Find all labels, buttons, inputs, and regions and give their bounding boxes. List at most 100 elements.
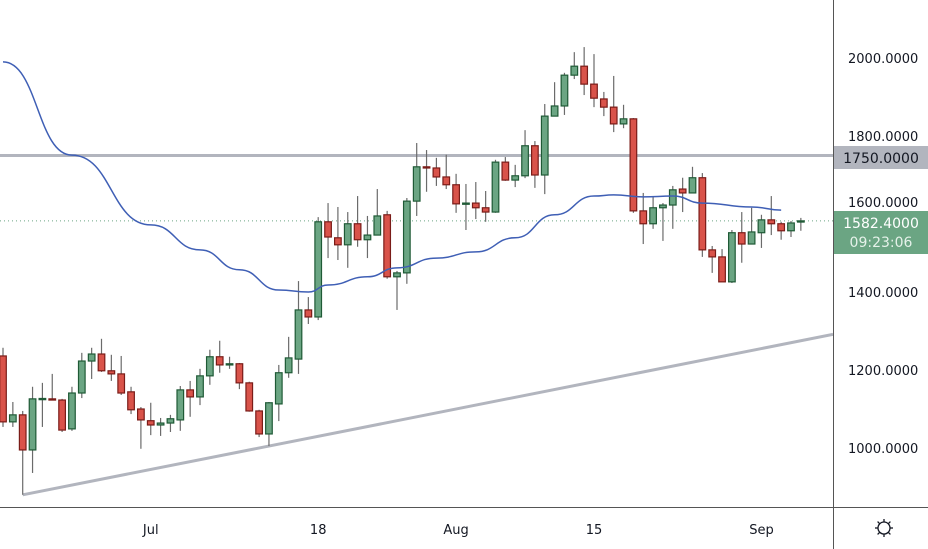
candle[interactable] (353, 196, 362, 247)
candle[interactable] (787, 221, 795, 238)
candle[interactable] (156, 417, 165, 436)
candle[interactable] (176, 385, 185, 431)
candle[interactable] (127, 386, 135, 415)
candle[interactable] (442, 154, 451, 190)
candle[interactable] (235, 362, 244, 390)
candle[interactable] (265, 401, 273, 447)
candle-body-down (777, 223, 786, 232)
candle[interactable] (314, 217, 323, 321)
candle[interactable] (324, 203, 332, 259)
candle[interactable] (609, 75, 618, 133)
candle[interactable] (117, 355, 126, 395)
candle-body-down (501, 161, 510, 181)
candle[interactable] (186, 380, 195, 417)
candle[interactable] (166, 414, 175, 433)
candle[interactable] (471, 182, 480, 220)
candle[interactable] (274, 364, 283, 422)
candle[interactable] (619, 104, 628, 129)
candle[interactable] (540, 104, 549, 195)
candles-layer (0, 47, 805, 495)
candle[interactable] (196, 368, 204, 406)
candle[interactable] (668, 185, 677, 229)
candle[interactable] (58, 398, 66, 433)
candle[interactable] (501, 157, 510, 181)
candle[interactable] (18, 410, 27, 495)
candle[interactable] (215, 340, 224, 373)
candle[interactable] (678, 177, 687, 213)
candle-body-up (314, 221, 323, 318)
candle[interactable] (245, 381, 254, 412)
candle-body-up (77, 360, 86, 394)
candle[interactable] (8, 401, 17, 427)
candle-body-down (215, 356, 224, 366)
candle[interactable] (383, 210, 392, 279)
candle[interactable] (777, 221, 786, 240)
candle[interactable] (284, 336, 293, 378)
candle[interactable] (137, 407, 145, 449)
candle[interactable] (28, 386, 37, 473)
candle[interactable] (580, 47, 589, 96)
time-axis[interactable]: Jul 18 Aug 15 Sep (142, 523, 774, 538)
trend-line[interactable] (22, 332, 833, 497)
candle[interactable] (491, 159, 500, 213)
candle[interactable] (708, 245, 717, 273)
price-axis[interactable]: 1000.0000 1200.0000 1400.0000 1600.0000 1800… (848, 52, 918, 457)
candle[interactable] (77, 352, 86, 399)
settings-button[interactable] (875, 519, 893, 537)
candle[interactable] (462, 183, 470, 230)
candle[interactable] (0, 347, 7, 427)
candle[interactable] (737, 212, 746, 263)
candle[interactable] (107, 354, 116, 381)
candle[interactable] (452, 173, 460, 213)
candle[interactable] (747, 207, 756, 245)
candle[interactable] (294, 281, 303, 374)
candle[interactable] (560, 72, 569, 115)
candle[interactable] (343, 212, 352, 268)
candle[interactable] (363, 215, 372, 259)
candle[interactable] (48, 373, 57, 401)
candle[interactable] (698, 173, 707, 257)
candle[interactable] (727, 229, 736, 284)
time-tick-label: Sep (749, 523, 774, 538)
candle[interactable] (422, 150, 431, 192)
candle[interactable] (796, 217, 805, 231)
candle[interactable] (590, 54, 598, 108)
candle-body-down (442, 176, 451, 186)
candle[interactable] (511, 164, 520, 188)
moving-average-layer (2, 61, 782, 293)
candle[interactable] (68, 386, 76, 431)
candle[interactable] (225, 356, 234, 369)
candle[interactable] (757, 214, 766, 248)
candle[interactable] (570, 52, 579, 80)
candle[interactable] (481, 190, 490, 222)
candle[interactable] (97, 338, 106, 372)
candle[interactable] (373, 189, 382, 236)
candle[interactable] (38, 382, 47, 427)
candle[interactable] (205, 349, 214, 385)
candle[interactable] (255, 409, 264, 438)
candle[interactable] (87, 347, 96, 379)
candle[interactable] (402, 198, 411, 284)
candle[interactable] (639, 192, 648, 245)
candle[interactable] (649, 196, 657, 229)
candle[interactable] (393, 270, 401, 310)
candle[interactable] (718, 249, 726, 283)
candle[interactable] (659, 203, 667, 241)
bar-countdown: 09:23:06 (850, 235, 913, 251)
candle[interactable] (629, 118, 638, 213)
candle[interactable] (530, 141, 539, 188)
candle[interactable] (767, 196, 776, 236)
candle[interactable] (599, 91, 608, 117)
candle[interactable] (550, 82, 559, 117)
candle[interactable] (432, 157, 441, 186)
price-tick-label: 2000.0000 (848, 52, 918, 67)
candle[interactable] (334, 206, 342, 261)
candle-body-up (659, 204, 667, 209)
candle-body-up (462, 202, 470, 205)
candle[interactable] (521, 130, 529, 179)
candle[interactable] (146, 402, 155, 436)
candle[interactable] (304, 297, 313, 324)
candle[interactable] (412, 143, 421, 216)
candle[interactable] (688, 166, 697, 194)
